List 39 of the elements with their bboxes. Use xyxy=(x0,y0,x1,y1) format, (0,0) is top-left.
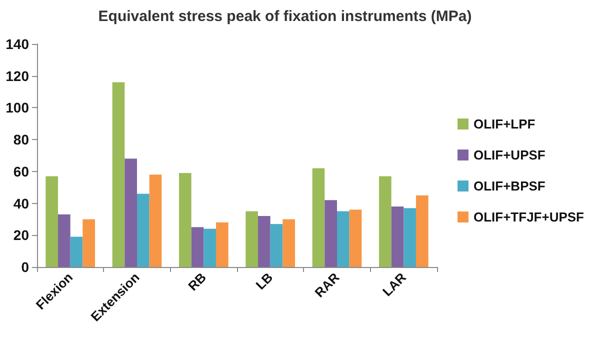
bar xyxy=(258,216,270,267)
y-tick-label: 80 xyxy=(13,132,30,148)
bar xyxy=(46,176,58,267)
bar xyxy=(312,168,325,267)
bar xyxy=(112,82,125,267)
y-tick-label: 100 xyxy=(6,100,30,116)
bar xyxy=(191,227,204,267)
chart-title: Equivalent stress peak of fixation instruments (MPa) xyxy=(98,8,472,25)
legend-label: OLIF+LPF xyxy=(473,116,536,132)
bar xyxy=(246,211,258,267)
legend-label: OLIF+BPSF xyxy=(473,178,546,194)
x-tick-label: LB xyxy=(252,270,276,293)
bar xyxy=(82,219,95,267)
bar xyxy=(124,158,137,267)
bar xyxy=(149,174,162,267)
bar xyxy=(216,222,228,267)
bar xyxy=(379,176,392,267)
x-tick-label: RB xyxy=(185,270,209,294)
bar xyxy=(204,228,216,267)
y-tick-label: 0 xyxy=(21,259,30,275)
bar xyxy=(179,173,192,267)
y-tick-label: 140 xyxy=(6,36,30,52)
bar xyxy=(282,219,295,267)
y-tick-label: 40 xyxy=(13,195,30,212)
bar xyxy=(58,214,70,267)
bar xyxy=(349,210,362,267)
bar xyxy=(70,236,83,267)
bar xyxy=(137,194,150,267)
y-tick-label: 20 xyxy=(13,227,30,244)
legend-label: OLIF+UPSF xyxy=(473,148,546,162)
y-tick-label: 120 xyxy=(6,68,30,84)
bar xyxy=(416,195,428,267)
bar xyxy=(337,211,350,267)
bar xyxy=(270,224,283,267)
bar xyxy=(404,208,416,267)
bar xyxy=(324,200,337,267)
y-tick-label: 60 xyxy=(13,163,30,180)
bar xyxy=(391,206,404,267)
legend-label: OLIF+TFJF+UPSF xyxy=(473,210,584,224)
